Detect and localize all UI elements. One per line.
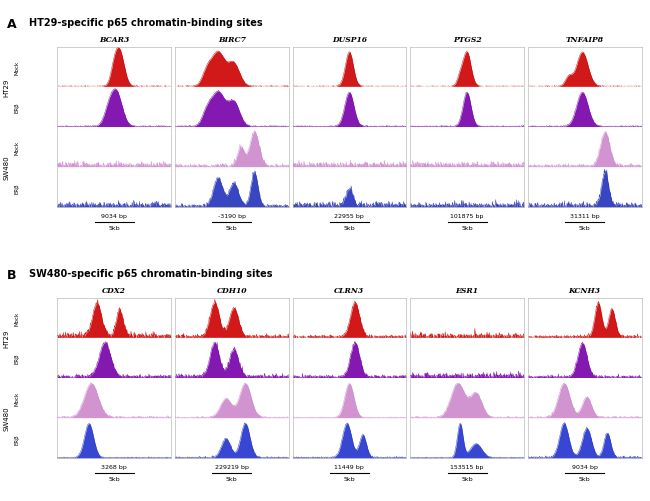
Text: 31311 bp: 31311 bp: [570, 214, 599, 219]
Text: ESR1: ESR1: [456, 286, 478, 294]
Text: 5kb: 5kb: [226, 225, 237, 230]
Text: ERβ: ERβ: [14, 353, 20, 364]
Text: SW480: SW480: [3, 155, 9, 180]
Text: CLRN3: CLRN3: [334, 286, 365, 294]
Text: 5kb: 5kb: [462, 225, 473, 230]
Text: HT29: HT29: [3, 79, 9, 97]
Text: ERβ: ERβ: [14, 433, 20, 444]
Text: CDH10: CDH10: [216, 286, 247, 294]
Text: 5kb: 5kb: [462, 476, 473, 481]
Text: 5kb: 5kb: [344, 225, 355, 230]
Text: 229219 bp: 229219 bp: [214, 464, 249, 469]
Text: 3268 bp: 3268 bp: [101, 464, 127, 469]
Text: SW480-specific p65 chromatin-binding sites: SW480-specific p65 chromatin-binding sit…: [29, 268, 273, 278]
Text: 5kb: 5kb: [109, 225, 120, 230]
Text: 101875 bp: 101875 bp: [450, 214, 484, 219]
Text: B: B: [6, 268, 16, 281]
Text: Mock: Mock: [14, 141, 20, 155]
Text: 9034 bp: 9034 bp: [101, 214, 127, 219]
Text: 5kb: 5kb: [579, 476, 590, 481]
Text: 22955 bp: 22955 bp: [335, 214, 364, 219]
Text: PTGS2: PTGS2: [452, 36, 482, 44]
Text: A: A: [6, 18, 16, 31]
Text: CDX2: CDX2: [102, 286, 126, 294]
Text: BIRC7: BIRC7: [218, 36, 246, 44]
Text: SW480: SW480: [3, 406, 9, 431]
Text: 5kb: 5kb: [344, 476, 355, 481]
Text: TNFAIP8: TNFAIP8: [566, 36, 604, 44]
Text: 5kb: 5kb: [579, 225, 590, 230]
Text: Mock: Mock: [14, 311, 20, 325]
Text: 153515 bp: 153515 bp: [450, 464, 484, 469]
Text: HT29-specific p65 chromatin-binding sites: HT29-specific p65 chromatin-binding site…: [29, 18, 263, 28]
Text: 5kb: 5kb: [109, 476, 120, 481]
Text: 9034 bp: 9034 bp: [572, 464, 597, 469]
Text: HT29: HT29: [3, 329, 9, 347]
Text: BCAR3: BCAR3: [99, 36, 129, 44]
Text: ERβ: ERβ: [14, 182, 20, 193]
Text: -3190 bp: -3190 bp: [218, 214, 246, 219]
Text: KCNH3: KCNH3: [569, 286, 601, 294]
Text: 5kb: 5kb: [226, 476, 237, 481]
Text: 11449 bp: 11449 bp: [335, 464, 364, 469]
Text: Mock: Mock: [14, 391, 20, 405]
Text: DUSP16: DUSP16: [332, 36, 367, 44]
Text: Mock: Mock: [14, 61, 20, 75]
Text: ERβ: ERβ: [14, 102, 20, 113]
